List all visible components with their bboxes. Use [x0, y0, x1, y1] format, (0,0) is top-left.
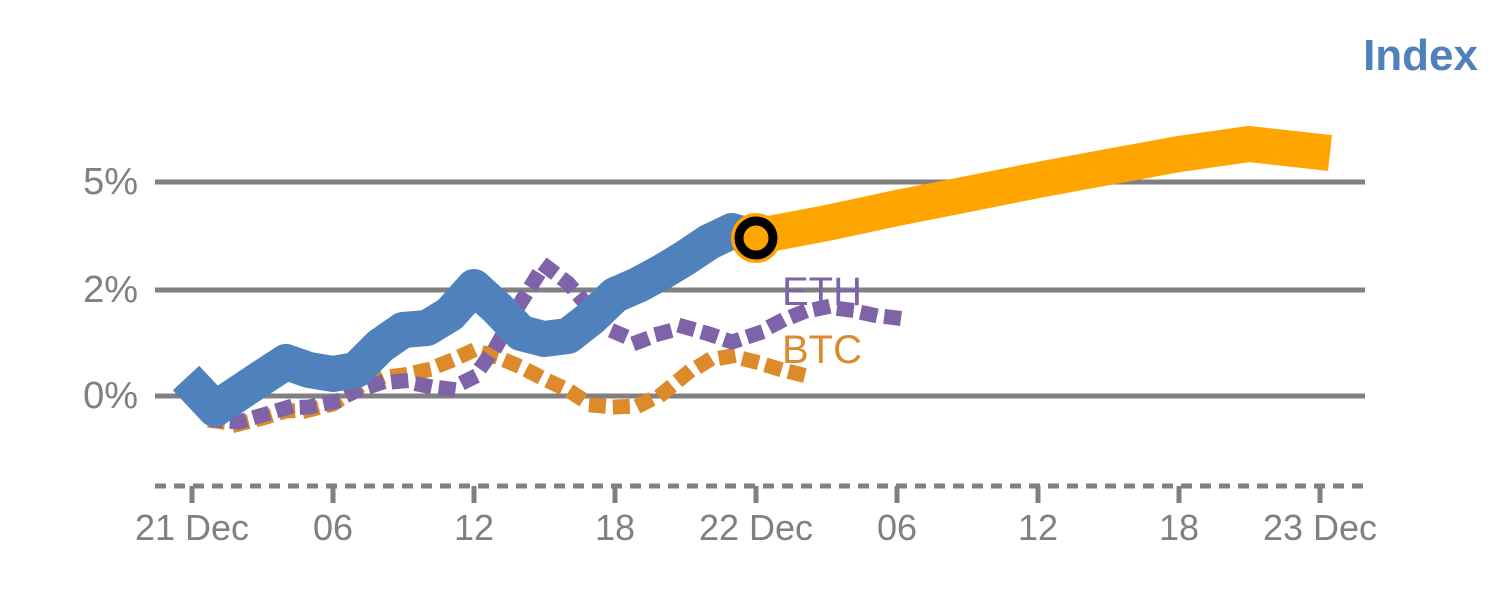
series-label-eth: ETH — [782, 270, 862, 314]
x-tick-label-6: 12 — [1017, 507, 1059, 548]
series-line-eth — [188, 254, 906, 430]
y-tick-label-5pct: 5% — [83, 161, 138, 203]
x-axis-ticks — [189, 486, 1323, 503]
series-label-btc: BTC — [782, 328, 862, 372]
y-tick-label-0pct: 0% — [83, 375, 138, 417]
x-tick-label-8: 23 Dec — [1262, 507, 1378, 548]
x-tick-label-5: 06 — [876, 507, 918, 548]
series-line-index-actual — [172, 213, 762, 427]
series-line-index-forecast — [744, 126, 1332, 256]
x-tick-label-0: 21 Dec — [134, 507, 250, 548]
x-tick-label-4: 22 Dec — [698, 507, 814, 548]
x-tick-label-7: 18 — [1158, 507, 1200, 548]
x-tick-label-1: 06 — [312, 507, 354, 548]
x-axis — [155, 483, 1365, 503]
current-point-marker[interactable] — [731, 213, 781, 263]
y-tick-label-2pct: 2% — [83, 269, 138, 311]
x-tick-label-2: 12 — [453, 507, 495, 548]
y-axis-labels: 5% 2% 0% — [28, 0, 138, 600]
x-tick-label-3: 18 — [594, 507, 636, 548]
chart-title: Index — [1363, 31, 1478, 80]
